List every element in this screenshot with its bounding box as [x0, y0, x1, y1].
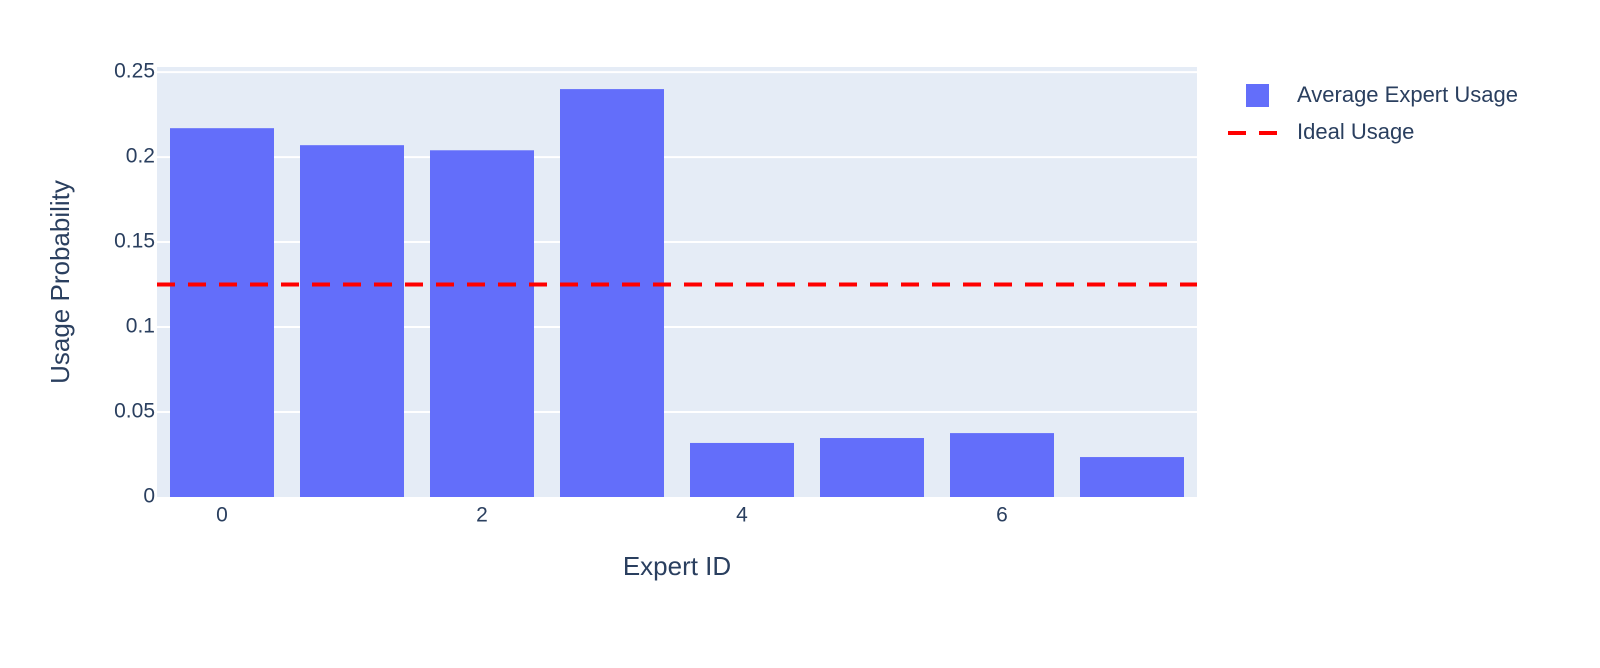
x-tick-label: 0 — [216, 504, 228, 527]
y-tick-label: 0.25 — [114, 60, 155, 83]
bar — [950, 433, 1054, 497]
x-tick-label: 6 — [996, 504, 1008, 527]
legend-swatch — [1246, 84, 1269, 107]
x-axis-title: Expert ID — [623, 551, 731, 581]
y-tick-label: 0.2 — [126, 145, 155, 168]
y-tick-label: 0.1 — [126, 315, 155, 338]
x-tick-label: 2 — [476, 504, 488, 527]
legend-label: Ideal Usage — [1297, 119, 1414, 144]
legend-label: Average Expert Usage — [1297, 82, 1518, 107]
bar — [1080, 457, 1184, 497]
y-tick-label: 0 — [143, 485, 155, 508]
bar — [170, 128, 274, 497]
bar — [820, 438, 924, 497]
bar — [300, 145, 404, 497]
y-tick-label: 0.15 — [114, 230, 155, 253]
bar — [430, 150, 534, 497]
bar — [560, 89, 664, 498]
y-tick-label: 0.05 — [114, 400, 155, 423]
x-tick-label: 4 — [736, 504, 748, 527]
bar — [690, 442, 794, 497]
y-axis-title: Usage Probability — [45, 180, 75, 384]
